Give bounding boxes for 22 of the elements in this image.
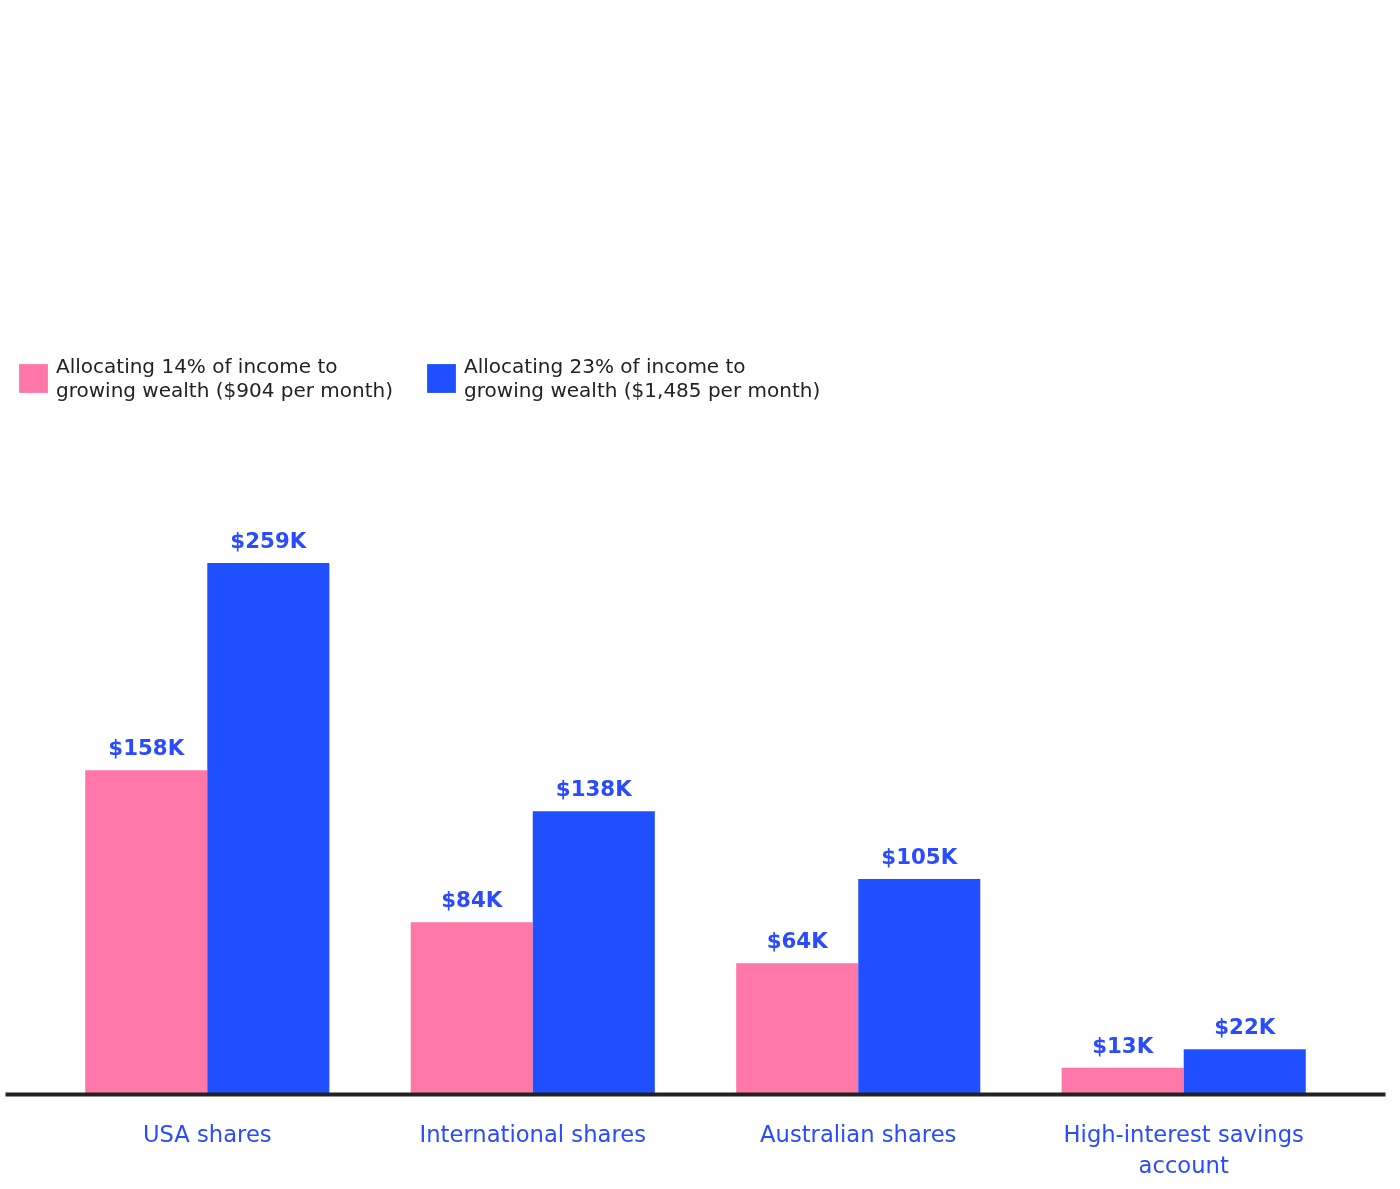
x-tick-label: International shares xyxy=(419,1120,646,1147)
bar xyxy=(1061,1067,1184,1095)
legend-label: Allocating 14% of income to growing wealth ($904 per month) xyxy=(56,354,394,402)
data-label: $22K xyxy=(1214,1014,1277,1040)
data-label: $138K xyxy=(555,776,634,802)
legend-label: Allocating 23% of income to growing wealth ($1,485 per month) xyxy=(464,354,821,402)
bar xyxy=(207,563,330,1095)
bar xyxy=(1183,1049,1306,1095)
bar xyxy=(85,770,208,1095)
bar xyxy=(410,922,533,1095)
data-label: $13K xyxy=(1092,1032,1155,1058)
bar xyxy=(858,879,981,1095)
data-label: $158K xyxy=(108,735,186,761)
x-tick-label: Australian shares xyxy=(760,1120,957,1147)
data-label: $259K xyxy=(230,528,308,554)
data-label: $84K xyxy=(441,887,504,913)
x-tick-label: High-interest savings account xyxy=(1063,1120,1304,1178)
bar xyxy=(736,963,859,1095)
x-tick-label: USA shares xyxy=(142,1120,272,1147)
data-label: $105K xyxy=(881,844,959,870)
bar xyxy=(532,811,655,1095)
data-label: $64K xyxy=(766,928,830,954)
